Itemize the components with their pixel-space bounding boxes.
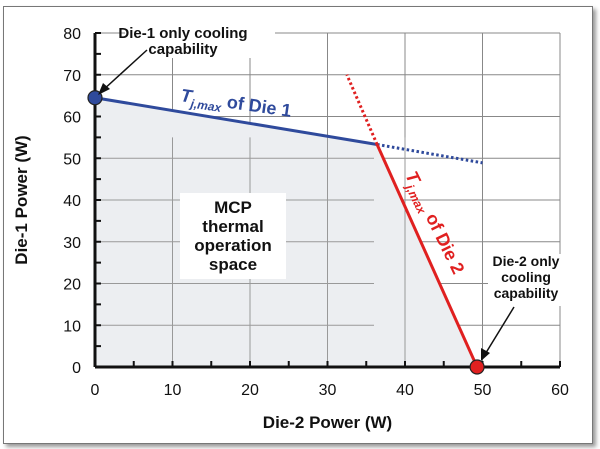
y-tick-label: 10 (63, 318, 81, 335)
x-tick-label: 30 (319, 382, 337, 399)
x-tick-label: 60 (551, 382, 569, 399)
arrow-die1 (101, 49, 148, 92)
series-dotted-extension-1 (376, 142, 483, 165)
annotation-die1-line: capability (148, 41, 218, 58)
annotation-die1-bg (125, 24, 275, 58)
x-tick-label: 20 (241, 382, 259, 399)
annotation-die2-line: Die-2 only (493, 253, 560, 269)
annotation-region-line: space (209, 255, 257, 274)
y-tick-label: 50 (63, 151, 81, 168)
operation-region (95, 97, 478, 368)
x-tick-label: 0 (91, 382, 100, 399)
y-tick-label: 80 (63, 26, 81, 43)
arrow-die2 (483, 306, 515, 357)
annotation-region-line: MCP (214, 198, 252, 217)
arrowhead-die1 (98, 83, 110, 95)
annotation-region-bg (180, 193, 286, 279)
y-tick-label: 20 (63, 277, 81, 294)
series-dotted-extension-2 (345, 74, 379, 146)
y-tick-label: 0 (72, 360, 81, 377)
annotation-die2-bg (488, 254, 566, 306)
x-tick-label: 10 (164, 382, 182, 399)
series-line-2 (375, 143, 479, 368)
annotation-region-line: operation (194, 236, 271, 255)
annotation-die2-line: capability (494, 285, 559, 301)
x-tick-label: 40 (396, 382, 414, 399)
y-axis-title: Die-1 Power (W) (12, 135, 31, 264)
x-axis-title: Die-2 Power (W) (263, 413, 392, 432)
x-tick-label: 50 (474, 382, 492, 399)
series-line-1 (94, 96, 378, 146)
y-tick-label: 60 (63, 110, 81, 127)
arrowhead-die2 (481, 348, 490, 361)
y-tick-label: 30 (63, 235, 81, 252)
annotation-region-line: thermal (202, 217, 263, 236)
annotation-die1-line: Die-1 only cooling (118, 25, 247, 42)
annotation-die2-line: cooling (501, 269, 551, 285)
y-tick-label: 40 (63, 193, 81, 210)
endpoint-marker-2 (469, 359, 485, 375)
y-tick-label: 70 (63, 68, 81, 85)
